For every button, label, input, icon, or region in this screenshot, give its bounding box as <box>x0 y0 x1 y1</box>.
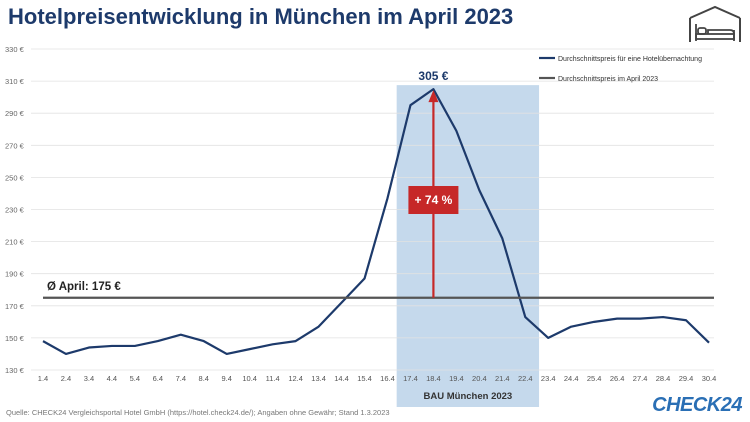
x-tick-label: 13.4 <box>311 374 326 383</box>
x-tick-label: 9.4 <box>222 374 232 383</box>
x-tick-label: 19.4 <box>449 374 464 383</box>
y-tick-label: 230 € <box>5 206 25 215</box>
x-tick-label: 30.4 <box>702 374 717 383</box>
x-tick-label: 16.4 <box>380 374 395 383</box>
legend-label-hotelpreis: Durchschnittspreis für eine Hotelübernac… <box>558 56 702 63</box>
x-tick-label: 29.4 <box>679 374 694 383</box>
y-tick-label: 250 € <box>5 173 25 182</box>
y-tick-label: 170 € <box>5 302 25 311</box>
chart-title: Hotelpreisentwicklung in München im Apri… <box>8 4 514 29</box>
x-tick-label: 21.4 <box>495 374 510 383</box>
x-tick-label: 4.4 <box>107 374 117 383</box>
increase-label: + 74 % <box>415 193 453 207</box>
x-tick-label: 25.4 <box>587 374 602 383</box>
x-tick-label: 10.4 <box>242 374 257 383</box>
y-tick-label: 270 € <box>5 141 25 150</box>
x-tick-label: 20.4 <box>472 374 487 383</box>
x-tick-label: 3.4 <box>84 374 94 383</box>
x-tick-label: 6.4 <box>153 374 163 383</box>
source-note: Quelle: CHECK24 Vergleichsportal Hotel G… <box>6 408 390 417</box>
brand-logo: CHECK24 <box>652 394 742 416</box>
increase-badge <box>408 186 459 214</box>
highlight-label: BAU München 2023 <box>424 391 513 402</box>
x-tick-label: 28.4 <box>656 374 671 383</box>
x-tick-label: 5.4 <box>130 374 140 383</box>
increase-arrow-head <box>428 90 439 103</box>
legend-label-average: Durchschnittspreis im April 2023 <box>558 76 658 83</box>
y-tick-label: 130 € <box>5 366 25 375</box>
y-tick-label: 310 € <box>5 77 25 86</box>
x-tick-label: 8.4 <box>199 374 209 383</box>
x-tick-label: 12.4 <box>288 374 303 383</box>
y-tick-label: 290 € <box>5 109 25 118</box>
average-label: Ø April: 175 € <box>47 281 121 293</box>
x-tick-label: 27.4 <box>633 374 648 383</box>
x-tick-label: 18.4 <box>426 374 441 383</box>
x-tick-label: 22.4 <box>518 374 533 383</box>
x-tick-label: 23.4 <box>541 374 556 383</box>
peak-label: 305 € <box>418 69 448 83</box>
series-line-hotelpreis <box>42 88 710 356</box>
x-tick-label: 14.4 <box>334 374 349 383</box>
x-tick-label: 17.4 <box>403 374 418 383</box>
y-tick-label: 330 € <box>5 45 25 54</box>
x-tick-label: 11.4 <box>266 374 280 383</box>
x-tick-label: 15.4 <box>357 374 372 383</box>
x-tick-label: 1.4 <box>38 374 48 383</box>
bed-icon <box>689 5 741 42</box>
x-tick-label: 7.4 <box>176 374 186 383</box>
y-tick-label: 210 € <box>5 238 25 247</box>
x-tick-label: 24.4 <box>564 374 579 383</box>
x-tick-label: 26.4 <box>610 374 625 383</box>
y-tick-label: 150 € <box>5 334 25 343</box>
y-tick-label: 190 € <box>5 270 25 279</box>
x-tick-label: 2.4 <box>61 374 71 383</box>
highlight-band <box>396 85 540 407</box>
